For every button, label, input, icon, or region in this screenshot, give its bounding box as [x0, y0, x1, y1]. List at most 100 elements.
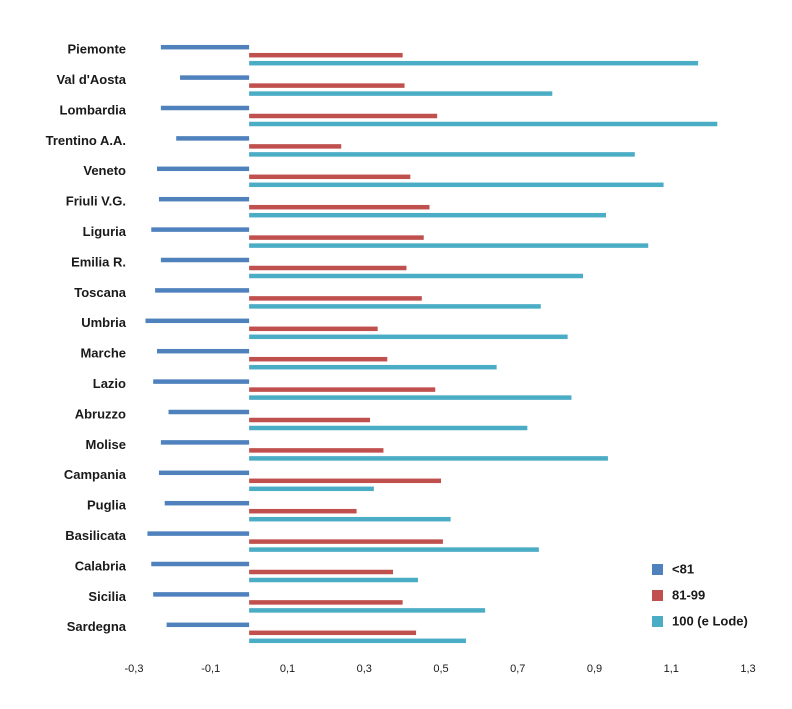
bar-100-lode-16 — [249, 547, 539, 552]
bar-81-99-19 — [249, 630, 417, 636]
bar-lt81-19 — [166, 622, 250, 628]
bar-lt81-15 — [164, 500, 250, 506]
category-label: Emilia R. — [71, 254, 126, 269]
bar-81-99-11 — [249, 387, 436, 392]
bar-100-lode-11 — [249, 395, 572, 400]
category-label: Basilicata — [65, 528, 126, 543]
bar-81-99-0 — [249, 52, 403, 58]
bar-lt81-10 — [157, 348, 250, 354]
category-label: Toscana — [74, 285, 127, 300]
bar-lt81-13 — [160, 440, 250, 445]
bar-81-99-12 — [249, 417, 371, 423]
bar-lt81-3 — [176, 136, 250, 141]
bar-lt81-9 — [145, 318, 250, 324]
legend-label: 81-99 — [672, 587, 705, 602]
bar-81-99-8 — [249, 296, 422, 301]
x-tick-label: -0,3 — [125, 663, 144, 675]
legend-label: 100 (e Lode) — [672, 613, 748, 628]
x-tick-label: 0,7 — [510, 663, 525, 675]
bar-100-lode-0 — [249, 60, 699, 66]
bar-100-lode-9 — [249, 334, 568, 340]
bar-lt81-2 — [160, 105, 250, 111]
bar-100-lode-17 — [249, 577, 418, 583]
category-label: Campania — [64, 467, 127, 482]
bar-81-99-14 — [249, 478, 441, 484]
category-label: Umbria — [81, 315, 127, 330]
x-tick-label: -0,1 — [201, 663, 220, 675]
bar-lt81-5 — [158, 196, 250, 202]
bar-100-lode-3 — [249, 152, 635, 157]
bar-100-lode-5 — [249, 212, 607, 218]
category-label: Piemonte — [67, 42, 126, 57]
bar-100-lode-18 — [249, 608, 486, 613]
category-label: Friuli V.G. — [66, 194, 126, 209]
bar-100-lode-2 — [249, 121, 718, 127]
category-labels: Piemonte Val d'Aosta Lombardia Trentino A.A… — [46, 42, 127, 635]
legend-label: <81 — [672, 561, 694, 576]
x-tick-label: 1,3 — [740, 663, 755, 675]
legend: <81 81-99 100 (e Lode) — [652, 561, 748, 628]
bar-81-99-2 — [249, 113, 438, 119]
bar-lt81-8 — [155, 288, 250, 293]
bar-81-99-9 — [249, 326, 378, 332]
x-tick-label: 1,1 — [664, 663, 679, 675]
bar-100-lode-10 — [249, 364, 497, 370]
category-label: Molise — [86, 437, 126, 452]
category-label: Sardegna — [67, 619, 127, 634]
bar-81-99-6 — [249, 235, 424, 240]
bar-100-lode-7 — [249, 273, 583, 279]
bar-81-99-4 — [249, 174, 411, 180]
category-label: Lombardia — [60, 102, 127, 117]
legend-swatch — [652, 564, 663, 575]
bar-81-99-15 — [249, 508, 357, 514]
bar-lt81-18 — [153, 592, 250, 597]
bar-100-lode-4 — [249, 182, 664, 188]
bar-100-lode-12 — [249, 425, 528, 431]
bar-100-lode-15 — [249, 516, 451, 522]
category-label: Puglia — [87, 498, 127, 513]
bar-lt81-14 — [158, 470, 250, 476]
x-axis-tick-labels: -0,3 -0,1 0,1 0,3 0,5 0,7 0,9 1,1 1,3 — [125, 663, 756, 675]
bar-100-lode-6 — [249, 243, 649, 248]
bar-lt81-12 — [168, 409, 250, 415]
bar-lt81-7 — [160, 257, 250, 263]
bar-lt81-0 — [160, 44, 250, 50]
category-label: Marche — [80, 346, 126, 361]
legend-swatch — [652, 590, 663, 601]
bar-100-lode-14 — [249, 486, 374, 492]
bar-lt81-6 — [151, 227, 250, 232]
bar-81-99-5 — [249, 204, 430, 210]
bars-group — [145, 44, 718, 644]
bar-lt81-17 — [151, 561, 250, 567]
category-label: Sicilia — [88, 589, 126, 604]
category-label: Lazio — [93, 376, 126, 391]
bar-100-lode-1 — [249, 91, 553, 96]
bar-100-lode-19 — [249, 638, 466, 644]
bar-lt81-4 — [157, 166, 250, 172]
bar-lt81-11 — [153, 379, 250, 384]
bar-81-99-1 — [249, 83, 405, 88]
x-tick-label: 0,1 — [280, 663, 295, 675]
legend-swatch — [652, 616, 663, 627]
bar-lt81-1 — [180, 75, 250, 80]
bar-81-99-3 — [249, 144, 342, 149]
x-tick-label: 0,5 — [433, 663, 448, 675]
bar-81-99-7 — [249, 265, 407, 271]
bar-100-lode-8 — [249, 304, 541, 309]
x-tick-label: 0,9 — [587, 663, 602, 675]
bar-81-99-17 — [249, 569, 394, 575]
bar-81-99-10 — [249, 356, 388, 362]
bar-81-99-13 — [249, 448, 384, 453]
bar-lt81-16 — [147, 531, 250, 536]
category-label: Val d'Aosta — [56, 72, 126, 87]
category-label: Trentino A.A. — [46, 133, 126, 148]
category-label: Abruzzo — [75, 406, 126, 421]
category-label: Liguria — [83, 224, 127, 239]
category-label: Calabria — [75, 558, 127, 573]
bar-100-lode-13 — [249, 456, 608, 461]
category-label: Veneto — [83, 163, 126, 178]
bar-81-99-16 — [249, 539, 443, 544]
bar-81-99-18 — [249, 600, 403, 605]
x-tick-label: 0,3 — [357, 663, 372, 675]
